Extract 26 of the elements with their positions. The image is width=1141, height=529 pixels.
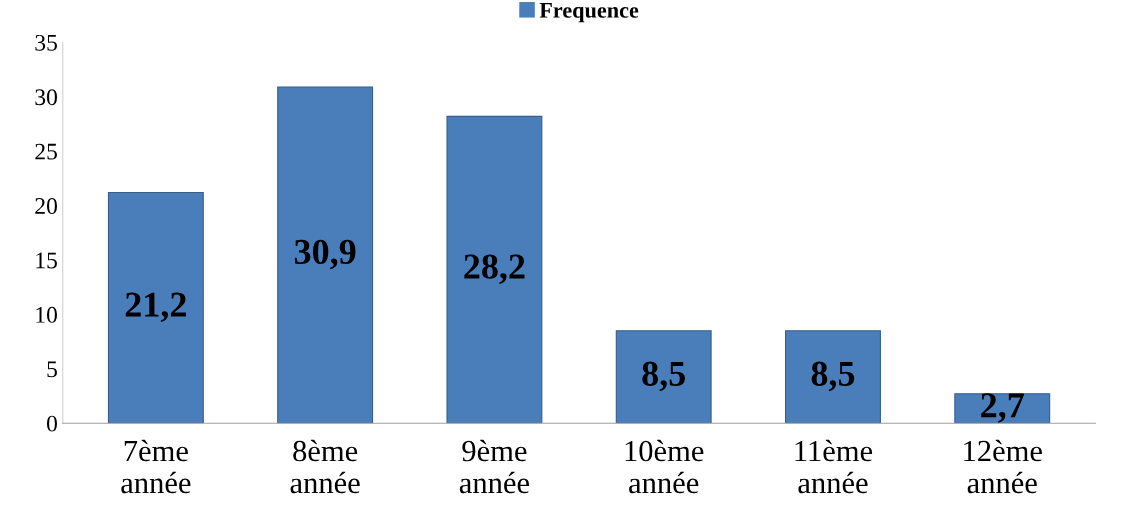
y-tick-label: 35 xyxy=(35,34,57,51)
data-label: 30,9 xyxy=(294,239,356,270)
x-tick-label: 11ème année xyxy=(795,439,873,494)
y-tick-label: 5 xyxy=(47,361,57,378)
data-label: 2,7 xyxy=(981,393,1024,423)
bar xyxy=(785,330,881,424)
x-tick-label: 10ème année xyxy=(625,439,704,494)
y-tick-label: 10 xyxy=(36,306,57,323)
y-tick-label: 25 xyxy=(35,143,57,160)
data-label: 8,5 xyxy=(642,361,685,392)
y-tick-label: 15 xyxy=(36,252,57,269)
x-tick-label: 12ème année xyxy=(964,439,1042,494)
data-label: 21,2 xyxy=(125,292,186,323)
data-label: 8,5 xyxy=(811,361,855,392)
bar xyxy=(107,191,204,424)
y-tick-label: 30 xyxy=(35,89,57,106)
x-tick-label: 8ème année xyxy=(290,439,360,494)
bar xyxy=(615,330,712,424)
legend-label: Frequence xyxy=(539,3,639,23)
x-tick-label: 7ème année xyxy=(121,439,191,494)
bar xyxy=(446,115,543,424)
y-tick-label: 0 xyxy=(46,415,57,432)
data-label: 28,2 xyxy=(464,254,525,285)
x-tick-label: 9ème année xyxy=(459,439,529,494)
bar xyxy=(277,86,374,424)
y-tick-label: 20 xyxy=(35,198,57,214)
